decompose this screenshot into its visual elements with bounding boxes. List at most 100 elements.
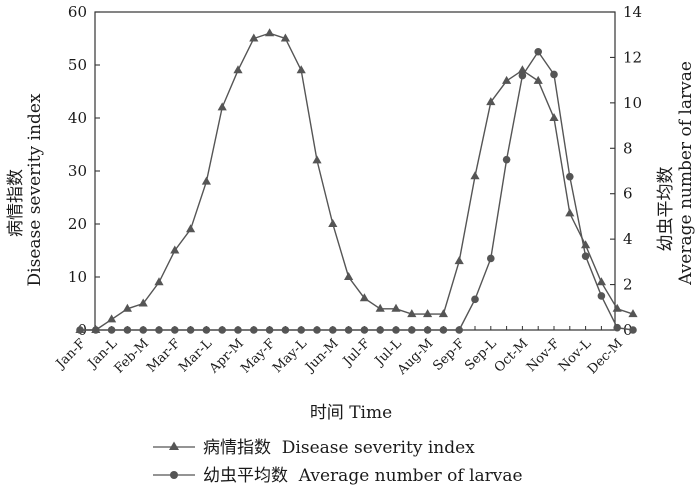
x-axis-title: 时间 Time bbox=[310, 403, 392, 423]
point-larvae-count bbox=[471, 295, 479, 304]
point-larvae-count bbox=[581, 252, 590, 260]
series-line-disease-severity bbox=[80, 32, 634, 331]
axes-frame bbox=[94, 11, 616, 331]
left-y-axis-title: 病情指数 bbox=[6, 169, 26, 237]
point-larvae-count bbox=[392, 326, 400, 334]
right-y-tick-label: 14 bbox=[623, 3, 642, 21]
right-y-tick-label: 10 bbox=[623, 94, 642, 112]
point-larvae-count bbox=[487, 254, 495, 263]
point-larvae-count bbox=[534, 47, 542, 56]
legend-item-larvae: 幼虫平均数 Average number of larvae bbox=[153, 466, 523, 486]
legend: 病情指数 Disease severity index 幼虫平均数 Averag… bbox=[153, 438, 523, 486]
point-larvae-count bbox=[186, 326, 195, 334]
point-disease-severity bbox=[438, 309, 448, 318]
x-tick-label: Oct-M bbox=[492, 336, 532, 376]
right-y-tick-label: 12 bbox=[623, 48, 642, 66]
x-tick-label: Sep-F bbox=[430, 336, 468, 374]
point-disease-severity bbox=[486, 97, 496, 106]
point-larvae-count bbox=[613, 323, 621, 332]
point-larvae-count bbox=[123, 326, 132, 334]
point-disease-severity bbox=[107, 314, 117, 323]
point-larvae-count bbox=[550, 70, 558, 79]
point-disease-severity bbox=[217, 102, 227, 111]
right-y-axis-title-zh: 幼虫平均数 bbox=[656, 167, 676, 252]
point-larvae-count bbox=[423, 326, 432, 334]
legend-marker-triangle-icon bbox=[169, 441, 179, 450]
left-y-tick-label: 10 bbox=[68, 268, 87, 286]
point-disease-severity bbox=[423, 309, 433, 318]
point-disease-severity bbox=[533, 75, 543, 84]
point-disease-severity bbox=[407, 309, 417, 318]
point-larvae-count bbox=[171, 326, 179, 334]
point-disease-severity bbox=[359, 293, 369, 302]
point-larvae-count bbox=[218, 326, 226, 334]
right-y-tick-label: 6 bbox=[623, 185, 633, 203]
point-disease-severity bbox=[138, 298, 148, 307]
point-larvae-count bbox=[250, 326, 258, 334]
point-disease-severity bbox=[233, 65, 243, 74]
point-disease-severity bbox=[612, 303, 622, 312]
point-disease-severity bbox=[328, 219, 338, 227]
legend-item-severity: 病情指数 Disease severity index bbox=[153, 438, 475, 458]
point-disease-severity bbox=[454, 256, 464, 265]
point-larvae-count bbox=[502, 155, 511, 164]
point-larvae-count bbox=[597, 292, 606, 300]
point-larvae-count bbox=[344, 326, 353, 334]
point-disease-severity bbox=[265, 28, 275, 37]
point-disease-severity bbox=[375, 303, 385, 312]
x-tick-label: Jan-F bbox=[52, 336, 89, 373]
point-larvae-count bbox=[297, 326, 306, 334]
point-disease-severity bbox=[628, 309, 638, 318]
x-tick-label: Jun-M bbox=[302, 336, 342, 376]
right-y-tick-label: 8 bbox=[623, 139, 633, 157]
point-larvae-count bbox=[518, 71, 527, 80]
point-disease-severity bbox=[312, 155, 322, 164]
point-larvae-count bbox=[155, 326, 163, 334]
left-y-tick-label: 50 bbox=[68, 56, 87, 74]
point-larvae-count bbox=[629, 326, 637, 334]
legend-label-larvae: 幼虫平均数 Average number of larvae bbox=[203, 466, 523, 486]
left-y-tick-label: 30 bbox=[68, 162, 87, 180]
point-larvae-count bbox=[376, 326, 385, 334]
point-larvae-count bbox=[76, 326, 84, 334]
point-disease-severity bbox=[502, 75, 512, 84]
point-disease-severity bbox=[186, 224, 196, 233]
series-lines bbox=[80, 32, 634, 331]
point-larvae-count bbox=[107, 326, 116, 334]
left-y-axis-title-zh: 病情指数 bbox=[6, 169, 26, 237]
point-larvae-count bbox=[329, 326, 337, 334]
point-larvae-count bbox=[92, 326, 100, 334]
right-y-axis: 0 2 4 6 8 10 12 14 bbox=[610, 3, 642, 339]
point-larvae-count bbox=[265, 326, 274, 334]
series-markers bbox=[75, 28, 638, 334]
right-y-tick-label: 4 bbox=[623, 230, 633, 248]
point-disease-severity bbox=[280, 33, 290, 42]
x-tick-label: Mar-F bbox=[144, 336, 183, 375]
point-larvae-count bbox=[360, 326, 369, 334]
point-larvae-count bbox=[281, 326, 290, 334]
point-disease-severity bbox=[249, 33, 259, 42]
point-larvae-count bbox=[313, 326, 321, 334]
x-tick-label: May-F bbox=[238, 336, 278, 376]
point-disease-severity bbox=[154, 277, 164, 286]
x-tick-label: Dec-M bbox=[585, 336, 626, 377]
point-disease-severity bbox=[596, 277, 606, 286]
left-y-axis-title-en: Disease severity index bbox=[25, 93, 45, 286]
x-tick-label: Apr-M bbox=[206, 336, 247, 377]
point-disease-severity bbox=[122, 303, 132, 312]
point-disease-severity bbox=[581, 240, 591, 249]
left-y-tick-label: 60 bbox=[68, 3, 87, 21]
right-y-tick-label: 2 bbox=[623, 276, 633, 294]
point-disease-severity bbox=[344, 272, 354, 280]
right-y-axis-title-zh-group: 幼虫平均数 bbox=[656, 167, 676, 252]
point-larvae-count bbox=[439, 326, 448, 334]
legend-label-severity: 病情指数 Disease severity index bbox=[203, 438, 475, 458]
point-larvae-count bbox=[139, 326, 147, 334]
point-disease-severity bbox=[517, 65, 527, 74]
point-disease-severity bbox=[470, 171, 480, 180]
x-tick-label: Feb-M bbox=[112, 336, 152, 376]
point-larvae-count bbox=[566, 172, 574, 181]
right-y-axis-title-en-group: Average number of larvae bbox=[676, 61, 696, 286]
left-y-axis-title-en-group: Disease severity index bbox=[25, 93, 45, 286]
point-disease-severity bbox=[296, 65, 306, 74]
